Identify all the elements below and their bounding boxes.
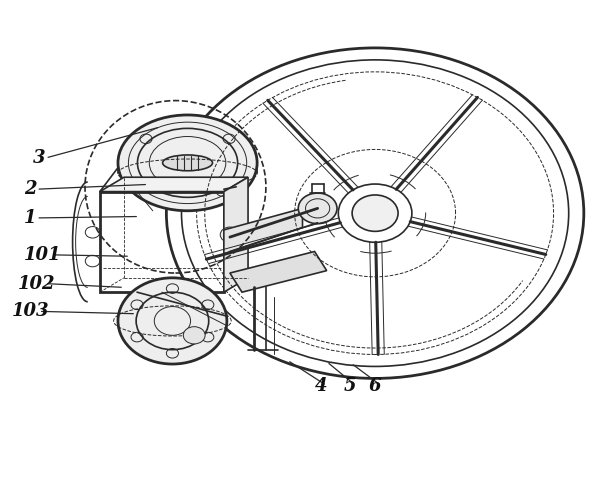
- Text: 102: 102: [18, 274, 56, 293]
- Text: 103: 103: [12, 302, 50, 320]
- Text: 101: 101: [24, 246, 62, 264]
- Text: 5: 5: [344, 376, 356, 395]
- Polygon shape: [224, 208, 302, 254]
- Circle shape: [118, 278, 227, 364]
- Ellipse shape: [163, 155, 212, 171]
- Circle shape: [298, 193, 337, 224]
- Text: 1: 1: [24, 209, 37, 227]
- Circle shape: [183, 327, 205, 344]
- Polygon shape: [224, 177, 248, 292]
- Polygon shape: [100, 177, 248, 192]
- Ellipse shape: [118, 115, 257, 211]
- Circle shape: [220, 227, 240, 242]
- Text: 3: 3: [33, 149, 46, 167]
- Polygon shape: [230, 251, 327, 292]
- Text: 4: 4: [315, 376, 327, 395]
- Circle shape: [352, 195, 398, 231]
- Text: 2: 2: [24, 180, 37, 198]
- Text: 6: 6: [369, 376, 382, 395]
